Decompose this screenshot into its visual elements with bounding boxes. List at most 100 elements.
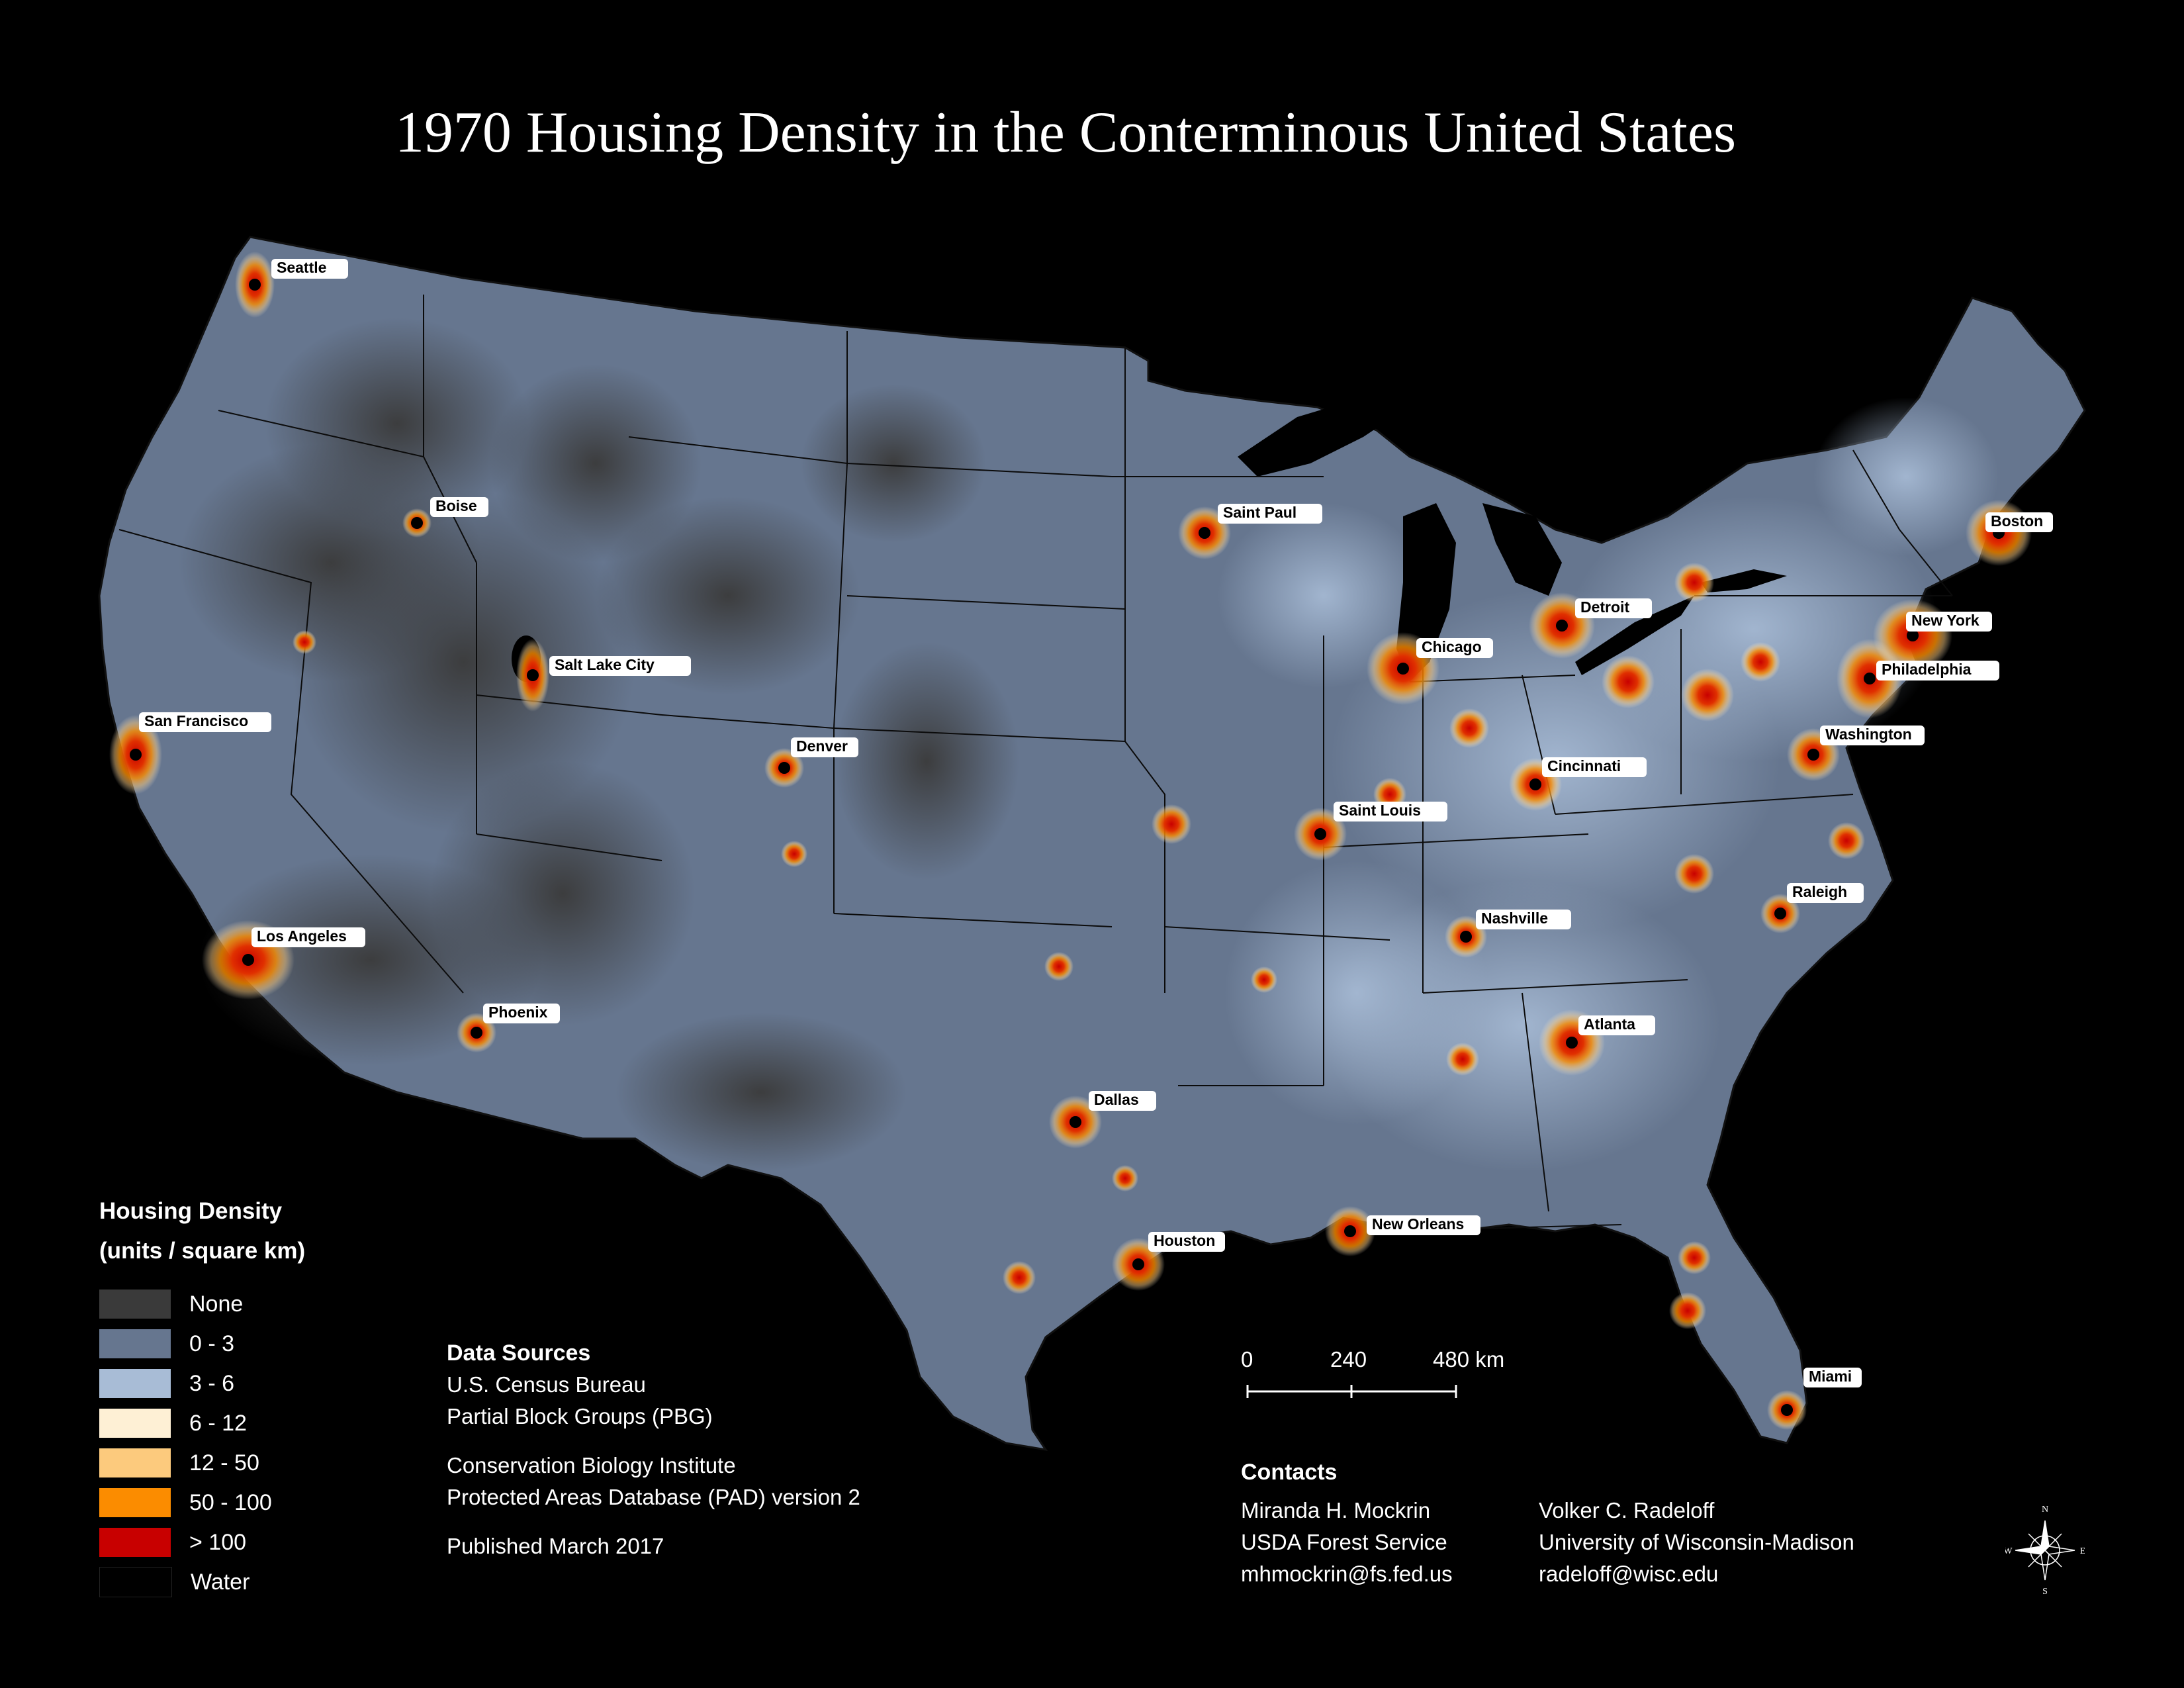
legend-swatch xyxy=(99,1329,171,1358)
contacts-heading: Contacts xyxy=(1241,1460,1338,1485)
legend-label: 6 - 12 xyxy=(189,1410,247,1436)
city-marker xyxy=(1199,527,1210,539)
city-label: Raleigh xyxy=(1792,883,1847,900)
city-boise: Boise xyxy=(411,497,488,529)
city-label-box xyxy=(1416,638,1493,658)
compass-rose-icon: N S E W xyxy=(2005,1505,2085,1595)
city-label-box xyxy=(791,737,858,757)
source-pbg: Partial Block Groups (PBG) xyxy=(447,1404,713,1429)
lake-erie xyxy=(1575,596,1694,675)
city-washington: Washington xyxy=(1807,726,1925,761)
source-pad: Protected Areas Database (PAD) version 2 xyxy=(447,1485,860,1509)
city-label-box xyxy=(1218,504,1322,524)
city-label: San Francisco xyxy=(144,712,248,729)
city-marker xyxy=(778,762,790,774)
city-label: Philadelphia xyxy=(1882,661,1972,678)
city-label: Chicago xyxy=(1422,638,1482,655)
city-marker xyxy=(1132,1258,1144,1270)
city-label-box xyxy=(483,1004,560,1023)
city-marker xyxy=(471,1027,482,1039)
city-marker xyxy=(1529,778,1541,790)
city-marker xyxy=(1397,663,1409,675)
lake-ontario xyxy=(1701,569,1787,592)
city-marker xyxy=(1774,908,1786,919)
legend-units: (units / square km) xyxy=(99,1238,306,1264)
city-dallas: Dallas xyxy=(1069,1091,1156,1128)
city-marker xyxy=(1460,931,1472,943)
legend-swatch xyxy=(99,1369,171,1398)
contact-mockrin: Miranda H. Mockrin USDA Forest Service m… xyxy=(1241,1495,1545,1590)
city-label: Saint Paul xyxy=(1223,504,1297,521)
city-chicago: Chicago xyxy=(1397,638,1493,675)
scale-bar-line xyxy=(1246,1385,1457,1398)
legend-item: 0 - 3 xyxy=(99,1328,234,1360)
contact-name: Miranda H. Mockrin xyxy=(1241,1498,1431,1523)
city-marker xyxy=(1344,1225,1356,1237)
city-label: Los Angeles xyxy=(257,927,347,945)
legend-label: > 100 xyxy=(189,1529,247,1555)
legend-label: 12 - 50 xyxy=(189,1450,259,1476)
legend: Housing Density (units / square km) None… xyxy=(99,1192,306,1598)
legend-swatch xyxy=(99,1528,171,1557)
city-new-york: New York xyxy=(1906,612,1992,641)
city-label-box xyxy=(139,712,271,732)
legend-label: 3 - 6 xyxy=(189,1370,235,1396)
compass-s: S xyxy=(2042,1587,2048,1595)
legend-swatch xyxy=(99,1567,172,1597)
city-label-box xyxy=(251,927,365,947)
contact-radeloff: Volker C. Radeloff University of Wiscons… xyxy=(1539,1495,1909,1590)
city-nashville: Nashville xyxy=(1460,910,1571,943)
legend-item: 50 - 100 xyxy=(99,1487,272,1519)
city-label: Saint Louis xyxy=(1339,802,1421,819)
city-label: Salt Lake City xyxy=(555,656,655,673)
city-marker xyxy=(1314,828,1326,840)
city-marker xyxy=(1566,1037,1578,1049)
city-boston: Boston xyxy=(1985,512,2053,539)
city-philadelphia: Philadelphia xyxy=(1864,661,1999,684)
scale-tick-240: 240 xyxy=(1330,1347,1367,1372)
city-marker xyxy=(411,517,423,529)
city-label: Boise xyxy=(435,497,477,514)
city-los-angeles: Los Angeles xyxy=(242,927,365,966)
city-label: Cincinnati xyxy=(1547,757,1621,774)
scale-tick-0: 0 xyxy=(1241,1347,1253,1372)
city-label-box xyxy=(271,259,348,279)
city-marker xyxy=(242,954,254,966)
legend-item: 12 - 50 xyxy=(99,1447,259,1479)
city-label-box xyxy=(1334,802,1447,821)
city-label-box xyxy=(1787,883,1864,903)
city-label: Dallas xyxy=(1094,1091,1139,1108)
legend-label: 0 - 3 xyxy=(189,1331,235,1356)
scale-tick-480: 480 km xyxy=(1433,1347,1505,1372)
legend-items: None 0 - 3 3 - 6 6 - 12 12 - 50 50 - 100 > 100… xyxy=(99,1271,305,1598)
city-label-box xyxy=(1089,1091,1156,1111)
legend-swatch xyxy=(99,1289,171,1319)
city-label: Atlanta xyxy=(1584,1015,1635,1033)
city-label-box xyxy=(1476,910,1571,929)
city-label-box xyxy=(1542,757,1647,777)
legend-swatch xyxy=(99,1409,171,1438)
city-marker xyxy=(1907,630,1919,641)
legend-swatch xyxy=(99,1488,171,1517)
city-label-box xyxy=(1367,1215,1480,1235)
legend-item: Water xyxy=(99,1566,250,1598)
city-label: Seattle xyxy=(277,259,326,276)
legend-label: Water xyxy=(191,1569,250,1595)
city-label: Houston xyxy=(1154,1232,1215,1249)
city-label-box xyxy=(1148,1232,1225,1252)
city-label: Boston xyxy=(1991,512,2043,530)
city-marker xyxy=(1556,620,1568,632)
legend-item: None xyxy=(99,1288,243,1320)
legend-item: 3 - 6 xyxy=(99,1368,234,1399)
city-marker xyxy=(527,669,539,681)
city-cincinnati: Cincinnati xyxy=(1529,757,1647,790)
city-marker xyxy=(249,279,261,291)
contact-email: mhmockrin@fs.fed.us xyxy=(1241,1562,1453,1586)
source-census: U.S. Census Bureau xyxy=(447,1372,646,1397)
city-saint-paul: Saint Paul xyxy=(1199,504,1322,539)
city-raleigh: Raleigh xyxy=(1774,883,1864,919)
data-sources-heading: Data Sources xyxy=(447,1340,591,1366)
city-label-box xyxy=(1575,598,1652,618)
legend-item: 6 - 12 xyxy=(99,1407,247,1439)
city-label: Denver xyxy=(796,737,848,755)
